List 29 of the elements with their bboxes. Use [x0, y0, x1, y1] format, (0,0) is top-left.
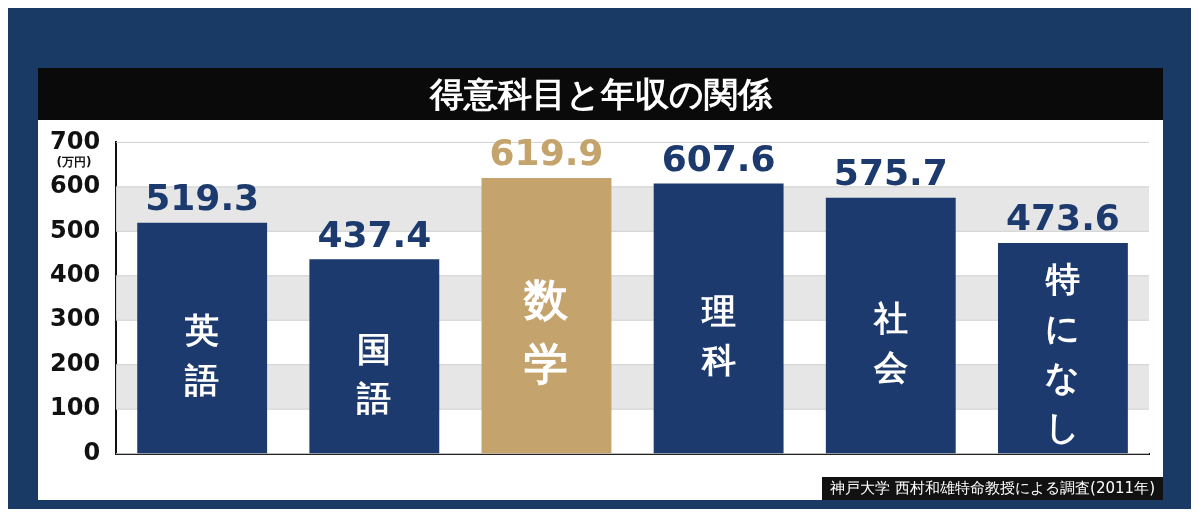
bar — [309, 259, 440, 454]
y-tick-label: 200 — [49, 348, 101, 377]
bar — [825, 197, 956, 454]
x-tick-label: 社会 — [872, 297, 908, 388]
data-label: 575.7 — [833, 152, 948, 194]
y-tick-label: 100 — [49, 393, 101, 422]
bar — [653, 183, 784, 454]
data-label: 519.3 — [145, 177, 260, 219]
x-tick-label: 国語 — [356, 328, 392, 418]
chart-title: 得意科目と年収の関係 — [38, 68, 1163, 120]
y-tick-label: 400 — [49, 260, 101, 289]
y-tick-label: 500 — [49, 215, 101, 244]
text: 神戸大学 西村和雄特命教授による調査(2011年) — [822, 477, 1163, 500]
bar — [997, 243, 1128, 454]
y-tick-label: 600 — [49, 171, 101, 200]
y-tick-label: 0 — [83, 437, 101, 466]
data-label: 619.9 — [489, 132, 604, 174]
y-tick-label: 300 — [49, 304, 101, 333]
x-tick-label: 特になし — [1044, 258, 1081, 447]
x-tick-label: 英語 — [184, 310, 220, 400]
data-label: 607.6 — [661, 137, 776, 179]
y-tick-label: 700 — [49, 126, 101, 155]
data-label: 437.4 — [317, 213, 432, 255]
data-label: 473.6 — [1005, 197, 1120, 239]
bar — [137, 222, 268, 454]
x-tick-label: 理科 — [700, 290, 736, 381]
x-tick-label: 数学 — [523, 274, 570, 390]
y-axis-title: (万円) — [56, 154, 92, 169]
bar — [481, 178, 612, 454]
